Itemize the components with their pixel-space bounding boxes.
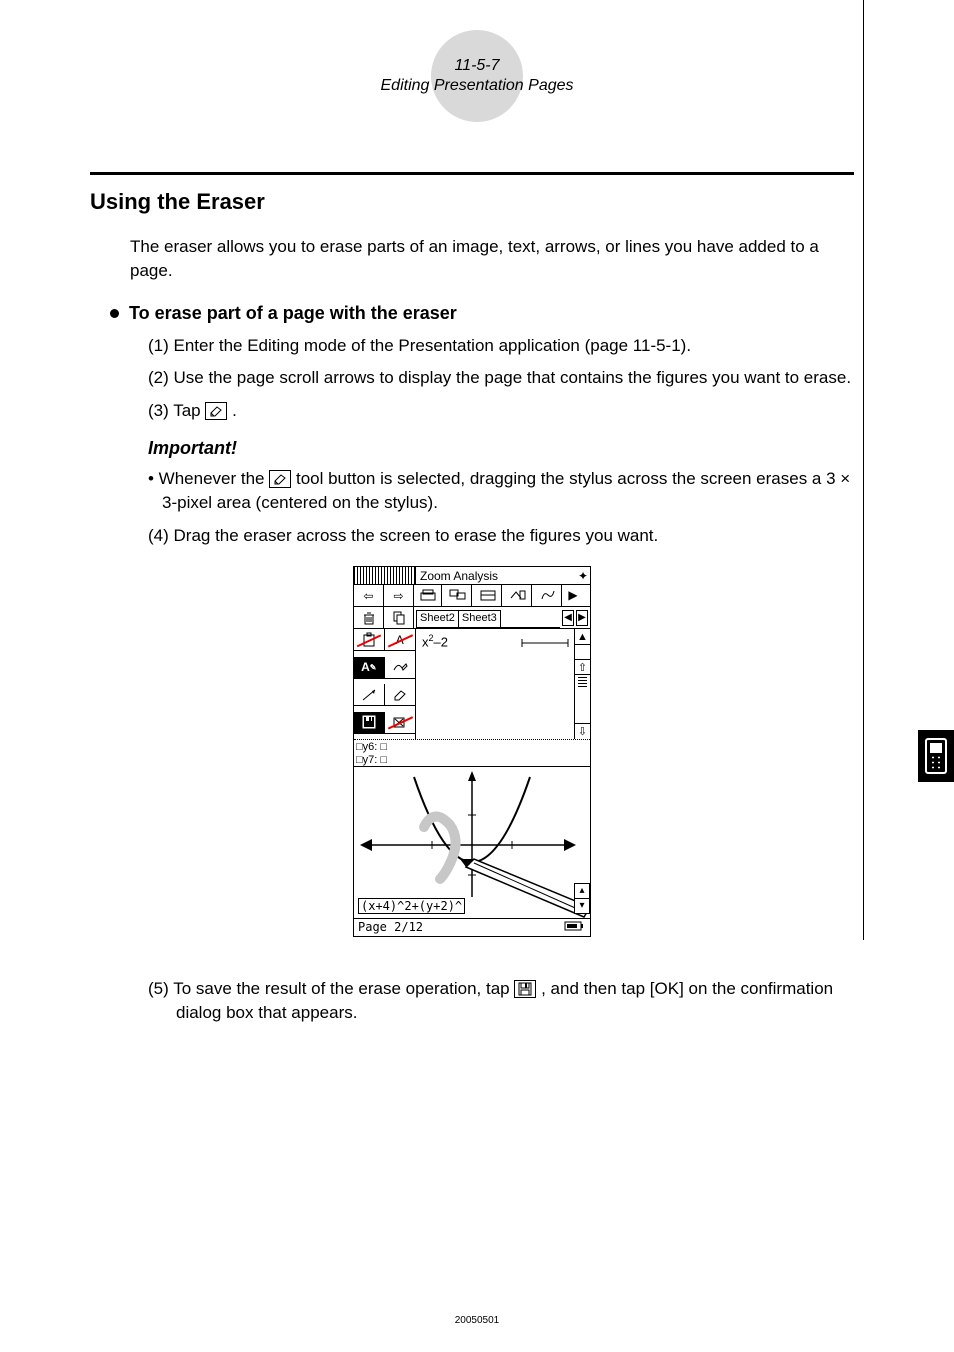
text-annotation-tool[interactable]: A✎ (354, 657, 385, 679)
toolbar-icon[interactable] (414, 585, 442, 607)
eraser-tool[interactable] (385, 684, 416, 706)
discard-tool[interactable] (385, 712, 416, 734)
intro-paragraph: The eraser allows you to erase parts of … (130, 235, 854, 283)
tab-sheet2[interactable]: Sheet2 (416, 610, 459, 627)
scroll-top-icon[interactable]: ▲ (575, 629, 590, 645)
scroll-thumb[interactable] (578, 677, 587, 687)
line-tool[interactable] (354, 684, 385, 706)
eraser-icon (269, 470, 291, 488)
subhead-row: To erase part of a page with the eraser (110, 303, 854, 324)
formula-display: x2–2 (422, 633, 448, 649)
text-tool[interactable]: A (385, 629, 416, 651)
eraser-icon (205, 402, 227, 420)
header-section-title: Editing Presentation Pages (380, 77, 573, 95)
chapter-tab-icon (918, 730, 954, 782)
step-5-pre: (5) To save the result of the erase oper… (148, 979, 514, 998)
step-5: (5) To save the result of the erase oper… (148, 977, 854, 1026)
step-3-post: . (232, 401, 237, 420)
step-3: (3) Tap . (148, 399, 854, 424)
y-values: □y6: □ □y7: □ (354, 739, 590, 765)
screenshot-figure: Zoom Analysis ✦ ⇦ ⇨ (90, 566, 854, 936)
toolbar-more-icon[interactable]: ▶ (564, 585, 582, 607)
step-4: (4) Drag the eraser across the screen to… (148, 524, 854, 549)
window-titlebar: Zoom Analysis ✦ (354, 567, 590, 585)
scroll-down-icon[interactable]: ⇩ (575, 723, 590, 739)
back-button[interactable]: ⇦ (354, 585, 384, 607)
save-tool[interactable] (354, 712, 385, 734)
copy-button[interactable] (384, 607, 414, 629)
equation-input[interactable]: (x+4)^2+(y+2)^ (358, 898, 465, 914)
graph-panel: (x+4)^2+(y+2)^ ▴ ▾ (354, 766, 590, 918)
page-indicator: Page 2/12 (358, 920, 423, 934)
tab-prev-button[interactable]: ◀ (562, 610, 574, 626)
range-indicator (520, 637, 570, 649)
tool-palette: A A✎ (354, 629, 416, 739)
step-2: (2) Use the page scroll arrows to displa… (148, 366, 854, 391)
heading-using-eraser: Using the Eraser (90, 189, 854, 215)
battery-icon (564, 920, 586, 935)
status-bar: Page 2/12 (354, 918, 590, 936)
trash-button[interactable] (354, 607, 384, 629)
toolbar-icon[interactable] (444, 585, 472, 607)
right-margin-rule (863, 0, 864, 940)
titlebar-grip (354, 567, 416, 584)
step-3-pre: (3) Tap (148, 401, 205, 420)
section-rule (90, 172, 854, 175)
vertical-scrollbar[interactable]: ▲ ⇧ ⇩ (574, 629, 590, 739)
stylus-icon (460, 859, 590, 917)
subhead-text: To erase part of a page with the eraser (129, 303, 457, 324)
important-note: • Whenever the tool button is selected, … (148, 467, 854, 516)
top-toolbar: ▶ (414, 585, 590, 606)
sheet-tabs: Sheet2 Sheet3 (416, 607, 560, 628)
tab-next-button[interactable]: ▶ (576, 610, 588, 626)
freehand-tool[interactable] (385, 657, 416, 679)
graph-up-button[interactable]: ▴ (574, 883, 590, 899)
scroll-up-icon[interactable]: ⇧ (575, 659, 590, 675)
forward-button[interactable]: ⇨ (384, 585, 414, 607)
toolbar-icon[interactable] (534, 585, 562, 607)
window-title: Zoom Analysis (416, 569, 576, 583)
header-circle: 11-5-7 Editing Presentation Pages (431, 30, 523, 122)
footer-code: 20050501 (455, 1315, 500, 1326)
tab-sheet3[interactable]: Sheet3 (458, 610, 501, 627)
graph-down-button[interactable]: ▾ (574, 898, 590, 914)
toolbar-icon[interactable] (504, 585, 532, 607)
calculator-icon (925, 738, 947, 774)
save-icon (514, 980, 536, 998)
header-page-code: 11-5-7 (380, 57, 573, 75)
menu-arrow-icon: ✦ (576, 569, 590, 583)
page-header: 11-5-7 Editing Presentation Pages (90, 30, 864, 122)
graph-nav: ▴ ▾ (574, 884, 590, 914)
step-1: (1) Enter the Editing mode of the Presen… (148, 334, 854, 359)
toolbar-icon[interactable] (474, 585, 502, 607)
paste-tool[interactable] (354, 629, 385, 651)
bullet-icon (110, 309, 119, 318)
important-label: Important! (148, 438, 854, 459)
important-note-pre: • Whenever the (148, 469, 269, 488)
